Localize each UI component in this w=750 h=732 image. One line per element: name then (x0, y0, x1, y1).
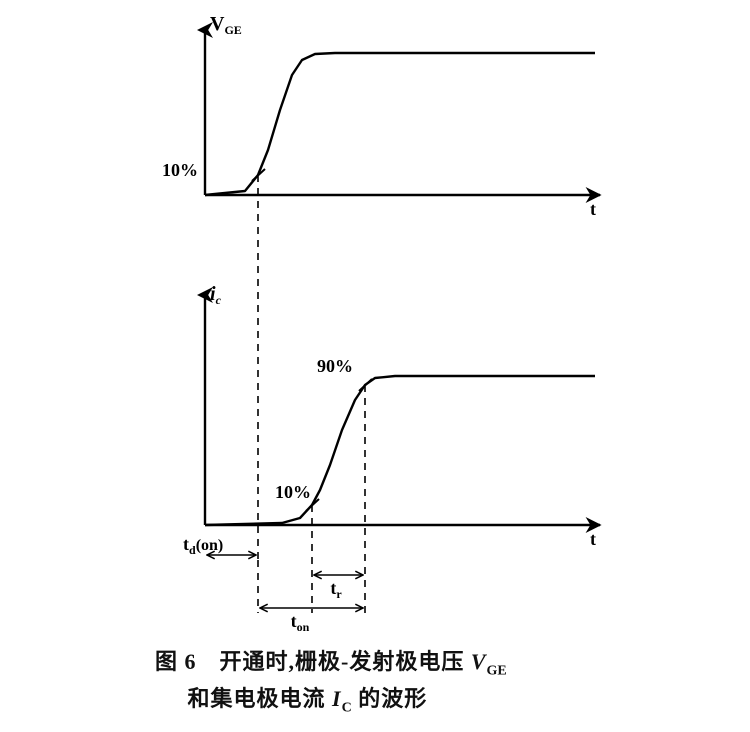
caption-suffix: 的波形 (352, 686, 428, 711)
vge-10pct-label: 10% (162, 160, 198, 180)
ic-curve (205, 376, 595, 525)
ic-y-label: ic (210, 283, 222, 307)
ton-label: ton (291, 611, 310, 634)
vge-curve (205, 53, 595, 195)
figure-caption: 图 6 开通时,栅极-发射极电压 VGE 和集电极电流 IC 的波形 (155, 645, 615, 719)
caption-line2-prefix: 和集电极电流 (188, 686, 333, 711)
caption-line1-prefix: 图 6 开通时,栅极-发射极电压 (155, 649, 471, 674)
caption-sym-vge: V (471, 649, 487, 674)
ic-90pct-label: 90% (317, 356, 353, 376)
guide-lines (258, 175, 365, 613)
ic-10pct-label: 10% (275, 482, 311, 502)
caption-sym-ic: I (332, 686, 342, 711)
dimension-labels: td(on) tr ton (183, 534, 342, 634)
tr-label: tr (330, 578, 342, 601)
vge-y-label: VGE (210, 13, 242, 37)
chart-ic: ic t 10% 90% (205, 283, 600, 549)
chart-vge: VGE t 10% (162, 13, 600, 219)
vge-x-label: t (590, 199, 596, 219)
figure-page: VGE t 10% ic t 10% 90% (0, 0, 750, 732)
ic-x-label: t (590, 529, 596, 549)
td-on-label: td(on) (183, 534, 223, 557)
caption-sym-ic-sub: C (342, 700, 352, 715)
caption-sym-vge-sub: GE (487, 663, 507, 678)
waveform-diagram: VGE t 10% ic t 10% 90% (0, 0, 750, 640)
